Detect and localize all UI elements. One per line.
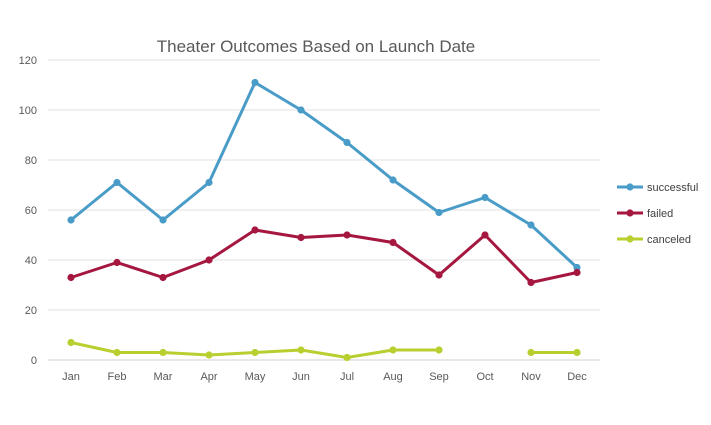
data-point [297, 346, 305, 354]
data-point [113, 258, 121, 267]
data-point [67, 216, 75, 224]
data-point [113, 178, 121, 187]
x-tick-label: Feb [108, 371, 127, 383]
data-point [573, 268, 581, 277]
legend-item: canceled [617, 234, 691, 246]
data-point [343, 138, 351, 147]
data-point [205, 351, 213, 359]
data-point [389, 238, 397, 247]
x-tick-label: Dec [567, 371, 587, 383]
data-point [527, 278, 535, 287]
y-tick-label: 0 [31, 355, 37, 367]
data-point [435, 208, 443, 217]
y-tick-label: 60 [25, 205, 37, 217]
legend: successful failed canceled [617, 182, 698, 246]
data-point [159, 273, 167, 282]
data-point [297, 233, 305, 242]
data-point [527, 221, 535, 229]
y-tick-label: 40 [25, 255, 37, 267]
data-point [481, 193, 489, 202]
series-failed [67, 226, 581, 287]
gridlines [48, 59, 600, 361]
data-point [573, 263, 581, 272]
series-canceled [67, 338, 581, 362]
series-line [69, 228, 579, 284]
legend-label: canceled [647, 234, 691, 246]
x-tick-label: Apr [200, 371, 217, 383]
data-point [527, 348, 535, 357]
data-point [113, 348, 121, 357]
legend-swatch-marker [626, 209, 634, 217]
legend-item: successful [617, 182, 698, 194]
data-point [67, 338, 75, 347]
plot-area [67, 78, 581, 362]
x-tick-label: Sep [429, 371, 449, 383]
legend-swatch-marker [626, 235, 634, 243]
chart-title: Theater Outcomes Based on Launch Date [157, 37, 475, 56]
y-tick-label: 20 [25, 305, 37, 317]
data-point [251, 348, 259, 357]
x-tick-label: Oct [476, 371, 493, 383]
x-tick-label: Jul [340, 371, 354, 383]
y-tick-label: 80 [25, 155, 37, 167]
data-point [205, 178, 213, 187]
data-point [389, 346, 397, 354]
y-tick-label: 120 [19, 55, 37, 67]
y-axis-ticks: 0 20 40 60 80 100 120 [19, 55, 37, 367]
series-successful [67, 78, 581, 272]
x-tick-label: Aug [383, 371, 403, 383]
y-tick-label: 100 [19, 105, 37, 117]
legend-swatch-marker [626, 183, 634, 191]
data-point [389, 176, 397, 184]
x-tick-label: Jun [292, 371, 310, 383]
series-line [69, 81, 579, 269]
x-axis-ticks: Jan Feb Mar Apr May Jun Jul Aug Sep Oct Nov Dec [62, 371, 587, 383]
data-point [297, 106, 305, 114]
data-point [205, 256, 213, 264]
data-point [251, 78, 259, 87]
data-point [481, 231, 489, 239]
data-point [343, 353, 351, 362]
data-point [251, 226, 259, 234]
x-tick-label: Jan [62, 371, 80, 383]
data-point [159, 348, 167, 357]
data-point [67, 273, 75, 282]
x-tick-label: Nov [521, 371, 541, 383]
data-point [343, 231, 351, 239]
x-tick-label: Mar [154, 371, 173, 383]
legend-item: failed [617, 208, 673, 220]
data-point [435, 271, 443, 279]
data-point [435, 346, 443, 354]
data-point [573, 348, 581, 357]
legend-label: successful [647, 182, 698, 194]
data-point [159, 216, 167, 224]
x-tick-label: May [245, 371, 266, 383]
legend-label: failed [647, 208, 673, 220]
